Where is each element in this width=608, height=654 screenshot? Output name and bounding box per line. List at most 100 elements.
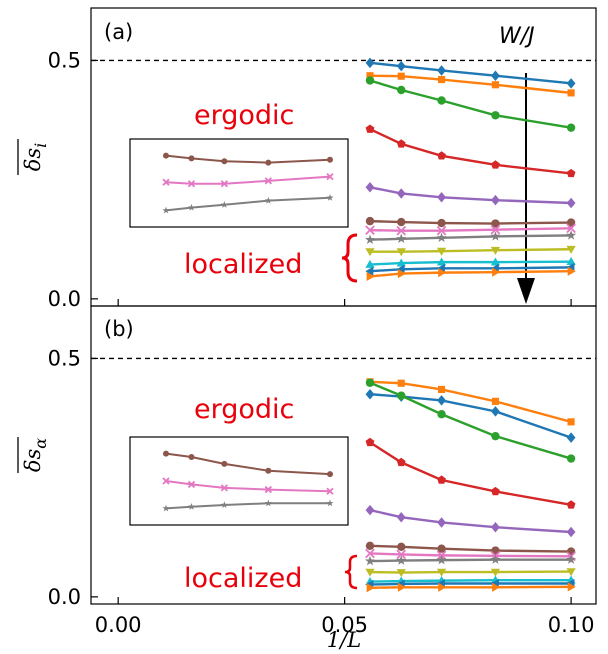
data-point — [397, 379, 405, 387]
data-point — [365, 57, 375, 69]
inset-b-frame — [129, 436, 349, 526]
data-point — [436, 247, 447, 256]
inset-data-point — [188, 454, 195, 461]
data-point — [566, 432, 576, 443]
brace-a — [341, 233, 358, 283]
data-point — [365, 124, 375, 133]
data-point — [491, 521, 500, 533]
data-point — [396, 457, 406, 467]
data-point — [366, 72, 374, 80]
panel-a-label: (a) — [104, 20, 133, 44]
ergodic-label-b: ergodic — [194, 394, 294, 425]
data-point — [437, 96, 446, 105]
data-point — [491, 111, 500, 120]
data-point — [566, 197, 576, 209]
y-axis-title: δsα — [21, 438, 50, 472]
localized-label-a: localized — [184, 249, 302, 280]
inset-data-point — [265, 467, 272, 474]
series-12 — [366, 266, 576, 282]
data-point — [490, 246, 501, 255]
inset-data-point — [264, 485, 272, 494]
data-point — [566, 568, 576, 577]
data-point — [438, 268, 447, 278]
data-point — [437, 410, 446, 419]
x-axis-title: 1/L — [327, 628, 361, 652]
series-4 — [365, 124, 576, 178]
series-9 — [365, 245, 576, 257]
data-point — [365, 234, 375, 244]
data-point — [566, 78, 576, 89]
inset-data-point — [327, 471, 333, 478]
inset-data-point — [162, 504, 170, 512]
series-6 — [365, 541, 576, 556]
data-point — [491, 219, 500, 228]
data-point — [396, 549, 407, 560]
data-point — [436, 263, 445, 273]
data-point — [492, 582, 501, 592]
inset-data-point — [326, 487, 334, 495]
data-point — [366, 271, 375, 282]
data-point — [567, 266, 576, 276]
data-point — [365, 182, 375, 193]
inset-data-point — [163, 450, 169, 457]
series-12 — [366, 582, 576, 593]
data-point — [566, 223, 576, 234]
data-point — [566, 526, 576, 538]
data-point — [436, 257, 447, 266]
data-point — [490, 568, 501, 577]
data-point — [491, 194, 500, 206]
data-point — [566, 230, 577, 240]
data-point — [365, 76, 375, 85]
series-line — [369, 441, 572, 507]
series-3 — [365, 378, 576, 463]
inset-series-3 — [162, 499, 334, 512]
data-point — [490, 257, 501, 266]
inset-series-2 — [162, 477, 334, 495]
panel-a: (a) W/J ergodic localized 0.0 0.5 δsi — [17, 7, 597, 311]
y-tick-label: 0.5 — [48, 48, 81, 72]
data-point — [437, 75, 446, 84]
data-point — [567, 418, 575, 426]
data-point — [566, 168, 576, 178]
inset-data-point — [162, 178, 170, 186]
series-2 — [366, 378, 575, 426]
data-point — [566, 218, 576, 227]
data-point — [396, 248, 406, 257]
inset-data-point — [187, 180, 196, 188]
data-point — [365, 378, 375, 387]
inset-data-point — [221, 158, 228, 165]
data-point — [365, 266, 374, 276]
series-8 — [365, 230, 577, 244]
inset-data-point — [264, 196, 272, 204]
inset-series-2 — [162, 173, 334, 188]
series-1 — [365, 57, 576, 89]
series-5 — [365, 504, 576, 538]
data-point — [365, 388, 375, 400]
data-point — [490, 224, 501, 235]
inset-data-point — [221, 460, 228, 467]
data-point — [397, 85, 406, 95]
inset-data-point — [220, 484, 228, 492]
data-point — [566, 257, 576, 266]
data-point — [396, 555, 407, 565]
inset-data-point — [188, 155, 195, 162]
data-point — [491, 160, 500, 169]
data-point — [436, 225, 447, 236]
data-point — [397, 391, 406, 400]
series-4 — [365, 437, 576, 509]
data-point — [365, 541, 375, 551]
inset-data-point — [163, 152, 169, 159]
inset-data-point — [220, 180, 228, 188]
series-5 — [365, 182, 576, 209]
inset-data-point — [264, 499, 272, 507]
data-point — [396, 188, 406, 199]
data-point — [491, 397, 500, 405]
inset-data-point — [220, 501, 228, 509]
data-point — [396, 233, 407, 244]
inset-data-point — [187, 502, 196, 510]
disorder-arrow — [517, 73, 535, 304]
data-point — [397, 268, 406, 279]
y-tick-label: 0.0 — [48, 585, 81, 609]
y-tick-label: 0.0 — [48, 287, 81, 311]
